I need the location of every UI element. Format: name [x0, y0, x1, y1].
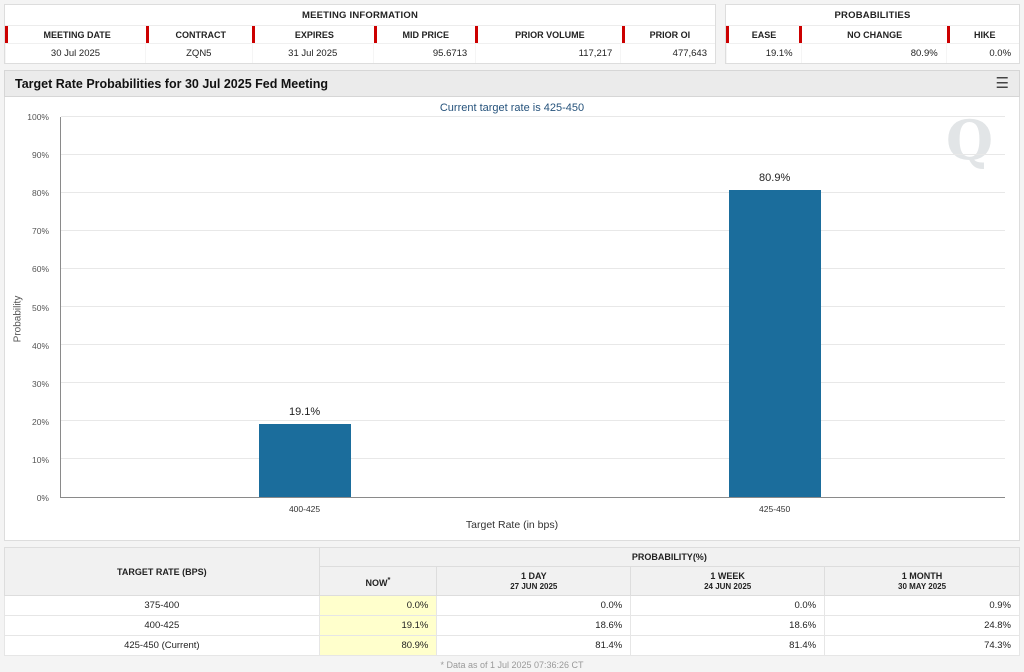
table-header-target-rate: TARGET RATE (BPS) [4, 547, 320, 596]
subheader-1month-date: 30 MAY 2025 [898, 582, 947, 591]
bar-value-label: 80.9% [759, 171, 791, 184]
gridline [61, 458, 1005, 459]
plot-area: 19.1% 400-425 80.9% 425-450 [60, 116, 1005, 514]
y-tick-label: 0% [36, 493, 49, 503]
chart-area: Current target rate is 425-450 Q Probabi… [4, 97, 1020, 541]
meeting-info-title: MEETING INFORMATION [301, 10, 419, 21]
y-tick-label: 70% [31, 226, 49, 237]
probabilities-headers: EASE NO CHANGE HIKE [726, 25, 1019, 43]
header-ease: EASE [726, 26, 799, 43]
table-row: 375-400 0.0% 0.0% 0.0% 0.9% [4, 595, 1020, 616]
table-subheader-1month: 1 MONTH 30 MAY 2025 [824, 566, 1020, 596]
header-mid-price: MID PRICE [373, 26, 475, 43]
now-cell: 0.0% [318, 595, 438, 616]
table-subheader-now: NOW* [318, 566, 438, 596]
y-tick-label: 80% [31, 188, 49, 199]
gridline [61, 420, 1005, 421]
week1-cell: 0.0% [630, 595, 826, 616]
rate-cell: 425-450 (Current) [4, 635, 320, 656]
value-ease: 19.1% [726, 44, 801, 63]
chart-menu-icon[interactable]: ☰ [995, 75, 1009, 92]
month1-cell: 0.9% [824, 595, 1020, 616]
data-footnote: * Data as of 1 Jul 2025 07:36:26 CT [440, 660, 584, 670]
top-info-row: MEETING INFORMATION MEETING DATE CONTRAC… [4, 4, 1020, 64]
bar-value-label: 19.1% [288, 406, 321, 419]
chart-subtitle: Current target rate is 425-450 [439, 102, 585, 114]
header-prior-oi: PRIOR OI [621, 26, 715, 43]
gridline [61, 344, 1005, 345]
header-no-change: NO CHANGE [798, 26, 948, 43]
month1-cell: 74.3% [824, 635, 1020, 656]
table-subheader-1day: 1 DAY 27 JUN 2025 [436, 566, 632, 596]
subheader-now-label: NOW [365, 577, 388, 588]
probabilities-panel: PROBABILITIES EASE NO CHANGE HIKE 19.1% … [725, 4, 1020, 64]
bar-400-425[interactable] [258, 424, 351, 497]
gridline [61, 230, 1005, 231]
table-header-probability: PROBABILITY(%) [318, 547, 1021, 567]
probabilities-title: PROBABILITIES [834, 10, 911, 21]
day1-cell: 0.0% [436, 595, 632, 616]
value-hike: 0.0% [945, 44, 1019, 63]
subheader-1week-date: 24 JUN 2025 [704, 582, 752, 591]
header-contract: CONTRACT [146, 26, 252, 43]
bar-425-450[interactable] [728, 189, 821, 497]
meeting-info-headers: MEETING DATE CONTRACT EXPIRES MID PRICE … [5, 25, 715, 43]
rate-cell: 375-400 [4, 595, 320, 616]
y-tick-label: 50% [31, 302, 49, 313]
subheader-now-asterisk: * [387, 574, 391, 584]
x-axis-label: Target Rate (in bps) [465, 519, 559, 531]
chart-title-bar: Target Rate Probabilities for 30 Jul 202… [4, 70, 1020, 97]
subheader-1month-label: 1 MONTH [901, 571, 943, 581]
gridline [61, 306, 1005, 307]
header-prior-volume: PRIOR VOLUME [475, 26, 622, 43]
value-mid-price: 95.6713 [372, 44, 475, 63]
y-tick-label: 60% [31, 264, 49, 275]
table-row: 425-450 (Current) 80.9% 81.4% 81.4% 74.3… [4, 635, 1020, 656]
table-subheader-1week: 1 WEEK 24 JUN 2025 [630, 566, 826, 596]
value-contract: ZQN5 [144, 44, 252, 63]
quikstrike-watermark: Q [945, 108, 993, 172]
y-axis-ticks: 0% 10% 20% 30% 40% 50% 60% 70% 80% 90% 100% [5, 112, 55, 503]
now-cell: 19.1% [318, 615, 438, 636]
table-row: 400-425 19.1% 18.6% 18.6% 24.8% [4, 615, 1020, 636]
header-hike: HIKE [947, 26, 1019, 43]
value-expires: 31 Jul 2025 [251, 44, 373, 63]
probability-table: TARGET RATE (BPS) PROBABILITY(%) NOW* 1 … [4, 547, 1021, 656]
value-meeting-date: 30 Jul 2025 [5, 44, 145, 63]
probabilities-values: 19.1% 80.9% 0.0% [726, 43, 1019, 63]
now-cell: 80.9% [318, 635, 438, 656]
week1-cell: 18.6% [630, 615, 826, 636]
y-tick-label: 30% [31, 378, 49, 389]
table-group-header-row: TARGET RATE (BPS) PROBABILITY(%) [4, 547, 1021, 596]
gridline [61, 154, 1005, 155]
month1-cell: 24.8% [824, 615, 1020, 636]
day1-cell: 18.6% [436, 615, 632, 636]
subheader-1day-label: 1 DAY [520, 571, 547, 581]
subheader-1week-label: 1 WEEK [710, 571, 745, 581]
header-expires: EXPIRES [252, 26, 373, 43]
subheader-1day-date: 27 JUN 2025 [510, 582, 558, 591]
header-meeting-date: MEETING DATE [5, 26, 146, 43]
value-no-change: 80.9% [800, 44, 946, 63]
day1-cell: 81.4% [436, 635, 632, 656]
meeting-info-values: 30 Jul 2025 ZQN5 31 Jul 2025 95.6713 117… [5, 43, 715, 63]
gridline [61, 382, 1005, 383]
chart-title: Target Rate Probabilities for 30 Jul 202… [15, 76, 329, 91]
y-tick-label: 90% [31, 150, 49, 161]
y-tick-label: 20% [31, 416, 49, 427]
value-prior-oi: 477,643 [620, 44, 715, 63]
meeting-info-panel: MEETING INFORMATION MEETING DATE CONTRAC… [4, 4, 716, 64]
gridline [61, 116, 1005, 117]
value-prior-volume: 117,217 [475, 44, 620, 63]
x-tick-label: 425-450 [759, 504, 791, 514]
y-tick-label: 10% [31, 454, 49, 465]
week1-cell: 81.4% [630, 635, 826, 656]
gridline [61, 192, 1005, 193]
y-tick-label: 100% [27, 112, 49, 122]
rate-cell: 400-425 [4, 615, 320, 636]
gridline [61, 268, 1005, 269]
x-tick-label: 400-425 [288, 504, 321, 514]
y-tick-label: 40% [31, 340, 49, 351]
